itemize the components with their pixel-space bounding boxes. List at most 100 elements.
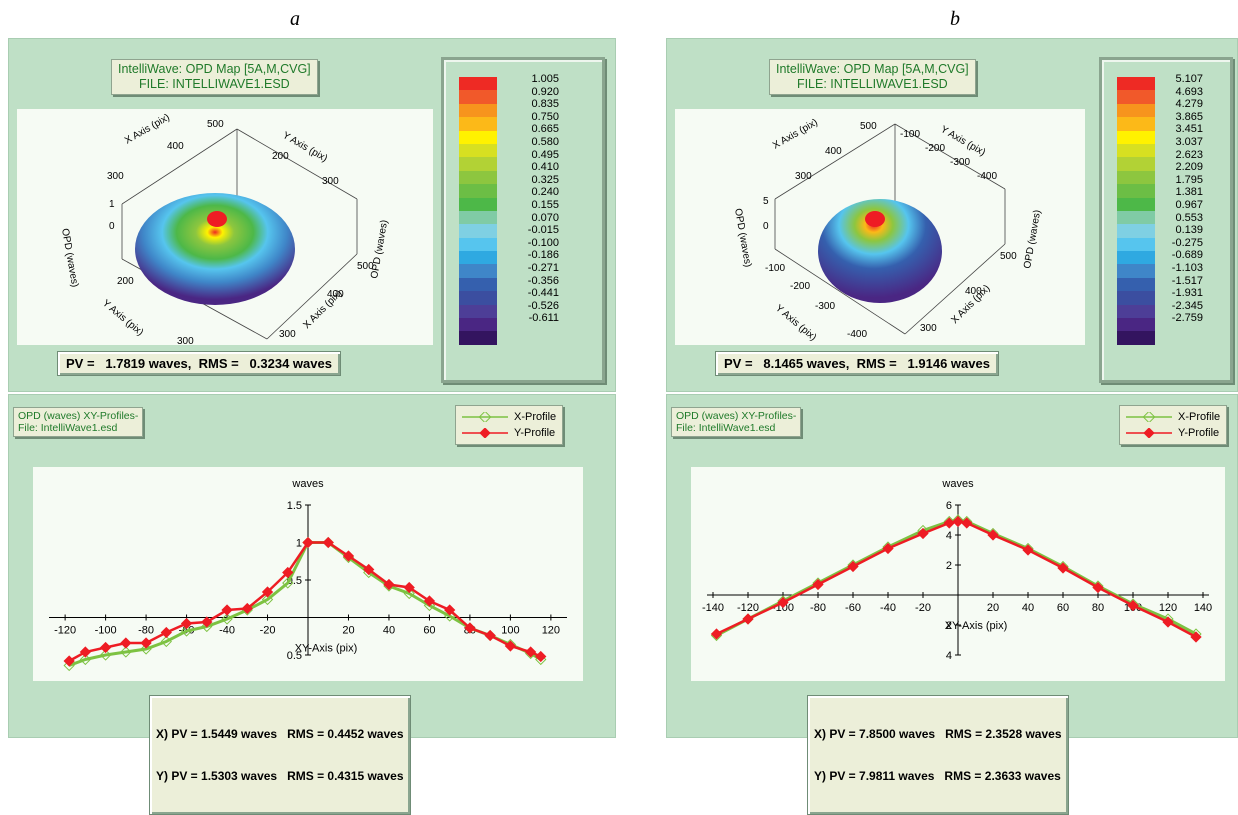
surface-plot-area[interactable]: X Axis (pix) Y Axis (pix) 300 400 500 -1… bbox=[675, 109, 1085, 345]
profile-stats: X) PV = 7.8500 waves RMS = 2.3528 waves … bbox=[807, 695, 1069, 815]
tick-bottom-right-2: 500 bbox=[357, 261, 374, 272]
profile-title-line-2: File: IntelliWave1.esd bbox=[18, 422, 118, 434]
colorbar-value: -0.356 bbox=[527, 274, 559, 287]
y-profile-point bbox=[987, 529, 999, 541]
y-profile-point bbox=[504, 640, 517, 652]
legend-x-label: X-Profile bbox=[514, 411, 557, 423]
colorbar-value: -1.517 bbox=[1171, 274, 1203, 287]
x-tick-label: 120 bbox=[1159, 602, 1177, 614]
profile-plot-area[interactable]: -140-120-100-80-60-40-202040608010012014… bbox=[691, 467, 1225, 681]
colorbar-swatch bbox=[459, 157, 497, 171]
y-profile-point bbox=[1057, 562, 1069, 574]
y-profile-point bbox=[464, 622, 476, 634]
colorbar-swatch bbox=[459, 130, 497, 144]
y-profile-point bbox=[160, 626, 172, 639]
profile-plot-area[interactable]: -120-100-80-60-40-20204060801001201.510.… bbox=[33, 467, 583, 681]
legend-x-swatch bbox=[462, 412, 508, 422]
y-profile-point bbox=[952, 515, 964, 528]
y-profile-point bbox=[444, 604, 456, 616]
y-tick-label: 1.5 bbox=[287, 500, 302, 512]
colorbar-swatch bbox=[1117, 237, 1155, 252]
tick-bottom-left-0: -100 bbox=[765, 263, 785, 274]
tick-bottom-right-1: 400 bbox=[965, 286, 982, 297]
y-profile-point bbox=[261, 586, 274, 598]
x-tick-label: -20 bbox=[915, 602, 931, 614]
x-axis-label: XY-Axis (pix) bbox=[295, 643, 358, 655]
opd-right-label: OPD (waves) bbox=[1022, 209, 1043, 269]
colorbar-swatch bbox=[1117, 331, 1155, 345]
legend-y-swatch bbox=[1126, 428, 1172, 438]
colorbar-value: 5.107 bbox=[1175, 73, 1203, 85]
y-profile-point bbox=[120, 637, 132, 649]
tick-top-left-0: 300 bbox=[795, 171, 812, 182]
y-profile-point bbox=[535, 650, 547, 663]
colorbar-value: -0.271 bbox=[527, 261, 559, 274]
x-tick-label: 60 bbox=[423, 625, 435, 637]
colorbar-swatch bbox=[459, 197, 497, 211]
x-tick-label: -80 bbox=[138, 625, 154, 637]
colorbar-values: 5.107 4.693 4.279 3.865 3.451 3.037 2.623 2.209… bbox=[1161, 73, 1203, 325]
colorbar-value: -0.100 bbox=[527, 236, 559, 249]
colorbar-value: -0.526 bbox=[527, 299, 559, 312]
panel-label-b: b bbox=[950, 8, 960, 30]
tick-top-left-1: 400 bbox=[825, 146, 842, 157]
y-profile-point bbox=[363, 563, 375, 576]
tick-top-right-1: 300 bbox=[322, 176, 339, 187]
legend-y-profile[interactable]: Y-Profile bbox=[462, 425, 556, 441]
x-profile-point bbox=[140, 643, 152, 655]
y-profile-point bbox=[1022, 544, 1034, 556]
y-profile-point bbox=[241, 602, 253, 615]
colorbar-swatch bbox=[1117, 251, 1155, 265]
colorbar-swatch bbox=[1117, 170, 1155, 185]
colorbar-value: 3.451 bbox=[1175, 123, 1203, 136]
tick-bottom-right-0: 300 bbox=[279, 329, 296, 340]
tick-bottom-right-1: 400 bbox=[327, 289, 344, 300]
colorbar-swatch bbox=[459, 331, 497, 345]
colorbar-value: 0.139 bbox=[1175, 224, 1203, 237]
colorbar-swatch bbox=[459, 103, 497, 118]
y-profile-point bbox=[383, 578, 395, 591]
legend-x-label: X-Profile bbox=[1178, 411, 1221, 423]
opd-tick-1: 0 bbox=[763, 221, 769, 232]
axis-x-top-label: X Axis (pix) bbox=[123, 112, 172, 147]
y-tick-label: 1 bbox=[296, 538, 302, 550]
y-profile-point bbox=[484, 629, 496, 642]
colorbar-value: 0.580 bbox=[531, 135, 559, 148]
x-tick-label: -80 bbox=[810, 602, 826, 614]
stats-y: Y) PV = 1.5303 waves RMS = 0.4315 waves bbox=[156, 769, 404, 783]
colorbar-value: -2.345 bbox=[1171, 299, 1203, 312]
colorbar-value: -2.759 bbox=[1171, 312, 1203, 325]
profile-title-box: OPD (waves) XY-Profiles- File: IntelliWa… bbox=[671, 407, 802, 437]
x-profile-point bbox=[180, 625, 193, 637]
y-profile-point bbox=[302, 536, 314, 549]
legend-y-profile[interactable]: Y-Profile bbox=[1126, 425, 1220, 441]
tick-top-right-1: -200 bbox=[925, 143, 945, 154]
x-tick-label: 40 bbox=[383, 625, 395, 637]
x-tick-label: -40 bbox=[219, 625, 235, 637]
stats-y: Y) PV = 7.9811 waves RMS = 2.3633 waves bbox=[814, 769, 1061, 783]
colorbar-swatch bbox=[459, 251, 497, 265]
colorbar-swatch bbox=[459, 184, 497, 198]
axis-y-bottom-label: Y Axis (pix) bbox=[773, 303, 818, 343]
surface-plot-area[interactable]: X Axis (pix) Y Axis (pix) 300 400 500 20… bbox=[17, 109, 433, 347]
colorbar-value: 0.240 bbox=[531, 186, 559, 199]
colorbar-value: 0.835 bbox=[531, 98, 559, 111]
y-profile-point bbox=[201, 616, 213, 628]
colorbar-value: 1.381 bbox=[1175, 186, 1203, 199]
y-profile-point bbox=[1162, 616, 1174, 628]
y-profile-point bbox=[742, 613, 754, 625]
y-profile-point bbox=[1092, 581, 1104, 594]
colorbar-swatch bbox=[1117, 157, 1155, 171]
x-profile-point bbox=[79, 653, 92, 666]
legend-y-label: Y-Profile bbox=[1178, 427, 1220, 439]
legend-x-swatch bbox=[1126, 412, 1172, 422]
colorbar-swatch bbox=[459, 210, 497, 225]
profile-stats: X) PV = 1.5449 waves RMS = 0.4452 waves … bbox=[149, 695, 411, 815]
colorbar-swatch bbox=[1117, 210, 1155, 225]
legend-x-profile[interactable]: X-Profile bbox=[1126, 409, 1220, 425]
colorbar-swatch bbox=[1117, 277, 1155, 292]
colorbar-swatch bbox=[1117, 304, 1155, 319]
x-tick-label: -100 bbox=[95, 625, 117, 637]
legend-x-profile[interactable]: X-Profile bbox=[462, 409, 556, 425]
opd-surface bbox=[135, 193, 295, 305]
